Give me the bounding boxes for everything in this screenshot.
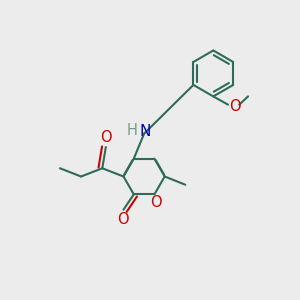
Text: N: N: [139, 124, 150, 140]
Text: O: O: [100, 130, 112, 145]
Text: H: H: [126, 123, 137, 138]
Text: O: O: [117, 212, 129, 226]
Text: O: O: [150, 195, 162, 210]
Text: O: O: [229, 99, 240, 114]
